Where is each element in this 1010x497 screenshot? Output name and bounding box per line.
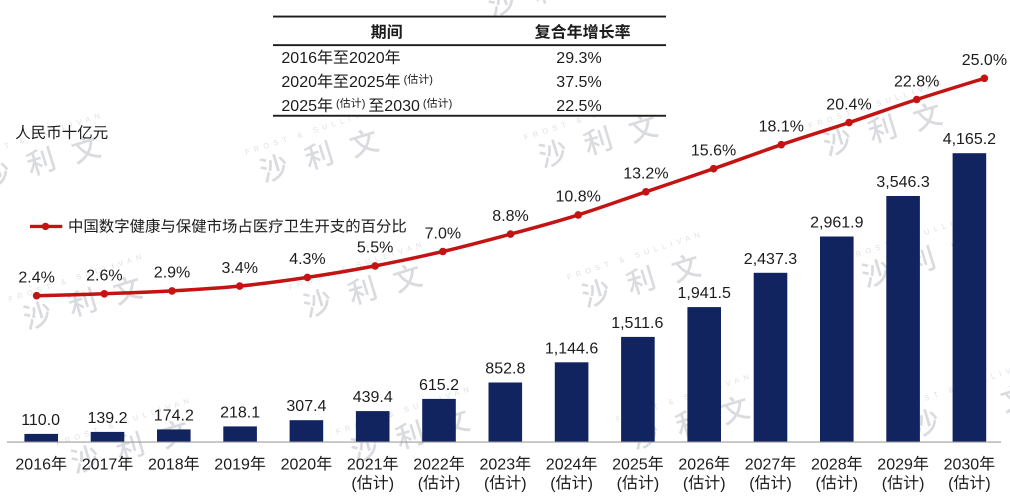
svg-text:18.1%: 18.1% [759,119,804,136]
svg-text:1,144.6: 1,144.6 [545,340,598,357]
svg-text:(: ( [336,98,340,110]
svg-text:(: ( [882,475,888,492]
svg-text:): ) [521,475,526,492]
svg-text:(: ( [749,475,755,492]
svg-text:7.0%: 7.0% [425,225,461,242]
svg-text:5.5%: 5.5% [357,240,393,257]
svg-text:2020: 2020 [349,50,385,67]
svg-text:439.4: 439.4 [353,389,393,406]
svg-text:(: ( [351,475,357,492]
svg-text:(: ( [423,98,427,110]
svg-text:(: ( [683,475,689,492]
svg-text:): ) [720,475,725,492]
svg-text:(: ( [816,475,822,492]
svg-text:2022: 2022 [413,456,449,473]
svg-text:2025: 2025 [349,74,385,91]
svg-text:): ) [853,475,858,492]
svg-text:2018: 2018 [148,456,184,473]
svg-text:22.8%: 22.8% [894,73,939,90]
svg-text:307.4: 307.4 [286,398,326,415]
svg-text:): ) [787,475,792,492]
svg-text:852.8: 852.8 [485,361,525,378]
svg-text:(: ( [418,475,424,492]
svg-text:110.0: 110.0 [21,412,60,429]
svg-text:37.5%: 37.5% [556,74,601,91]
svg-text:218.1: 218.1 [220,404,260,421]
svg-text:(: ( [550,475,556,492]
svg-text:2026: 2026 [678,456,714,473]
svg-text:2,437.3: 2,437.3 [744,251,797,268]
svg-text:15.6%: 15.6% [691,143,736,160]
svg-text:2029: 2029 [877,456,913,473]
svg-text:2017: 2017 [82,456,118,473]
svg-text:2020: 2020 [281,456,317,473]
svg-text:615.2: 615.2 [419,377,459,394]
svg-text:22.5%: 22.5% [556,98,601,115]
svg-text:20.4%: 20.4% [826,96,871,113]
svg-text:): ) [429,74,433,86]
svg-text:3.4%: 3.4% [222,260,258,277]
svg-text:29.3%: 29.3% [556,50,601,67]
svg-text:4,165.2: 4,165.2 [943,131,996,148]
svg-text:2028: 2028 [811,456,847,473]
svg-text:2027: 2027 [745,456,781,473]
svg-text:2.6%: 2.6% [86,268,122,285]
svg-text:): ) [588,475,593,492]
svg-text:1,511.6: 1,511.6 [611,315,663,332]
svg-text:3,546.3: 3,546.3 [876,174,929,191]
svg-text:2.9%: 2.9% [154,265,190,282]
svg-text:2030: 2030 [384,98,420,115]
svg-text:2.4%: 2.4% [18,270,54,287]
svg-text:2019: 2019 [214,456,250,473]
svg-text:2016: 2016 [281,50,317,67]
svg-text:): ) [985,475,990,492]
svg-text:2,961.9: 2,961.9 [810,215,863,232]
svg-text:(: ( [617,475,623,492]
svg-text:2023: 2023 [480,456,516,473]
svg-text:25.0%: 25.0% [962,52,1007,69]
svg-text:2020: 2020 [281,74,317,91]
svg-text:): ) [449,98,453,110]
svg-text:2025: 2025 [612,456,648,473]
svg-text:(: ( [484,475,490,492]
svg-text:8.8%: 8.8% [492,208,528,225]
svg-text:10.8%: 10.8% [556,189,601,206]
svg-text:2025: 2025 [281,98,317,115]
svg-text:(: ( [404,74,408,86]
svg-text:): ) [389,475,394,492]
svg-text:(: ( [948,475,954,492]
svg-text:2030: 2030 [944,456,980,473]
svg-text:139.2: 139.2 [88,410,128,427]
svg-text:4.3%: 4.3% [289,251,325,268]
svg-text:2021: 2021 [347,456,383,473]
svg-text:1,941.5: 1,941.5 [678,285,731,302]
svg-text:): ) [654,475,659,492]
svg-text:): ) [919,475,924,492]
svg-text:174.2: 174.2 [154,407,194,424]
svg-text:2024: 2024 [546,456,582,473]
svg-text:): ) [455,475,460,492]
svg-text:2016: 2016 [15,456,51,473]
svg-text:13.2%: 13.2% [623,166,668,183]
svg-text:): ) [362,98,366,110]
